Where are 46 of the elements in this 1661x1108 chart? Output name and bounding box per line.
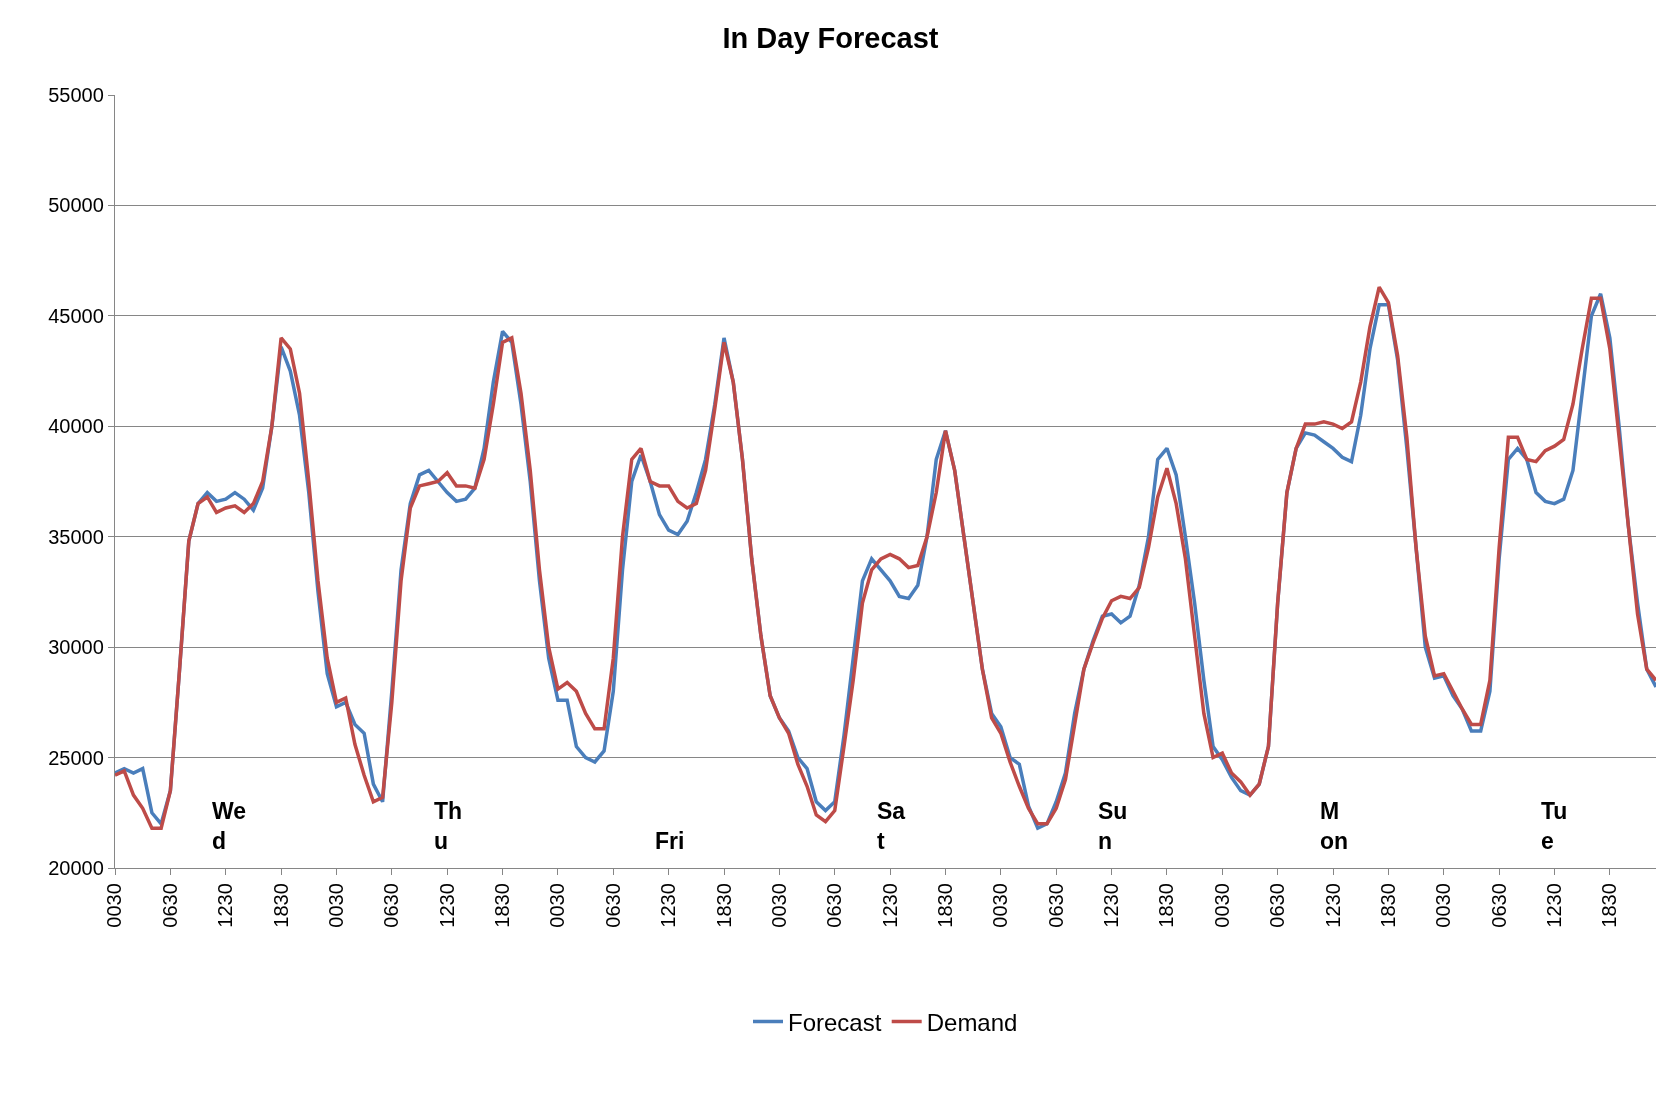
x-tick-label: 0030 (1432, 883, 1455, 928)
x-tick-label: 1830 (269, 883, 292, 928)
x-tick-label: 0630 (158, 883, 181, 928)
x-tick-label: 0630 (1487, 883, 1510, 928)
x-tick-label: 1830 (933, 883, 956, 928)
x-tick-label: 0630 (601, 883, 624, 928)
y-tick-label: 30000 (48, 636, 104, 659)
y-tick-label: 50000 (48, 194, 104, 217)
x-tick-label: 1830 (1598, 883, 1621, 928)
x-tick-label: 0030 (1210, 883, 1233, 928)
y-tick-label: 25000 (48, 746, 104, 769)
annotation: Su n (1098, 798, 1128, 854)
annotation: We d (212, 798, 247, 854)
x-tick-label: 1830 (491, 883, 514, 928)
y-tick-label: 45000 (48, 304, 104, 327)
x-tick-label: 1230 (1321, 883, 1344, 928)
x-tick-label: 0630 (1266, 883, 1289, 928)
chart-title: In Day Forecast (722, 22, 939, 54)
x-tick-label: 1230 (1100, 883, 1123, 928)
annotation: Fri (655, 828, 685, 854)
x-tick-label: 1830 (1376, 883, 1399, 928)
y-tick-label: 55000 (48, 84, 104, 106)
x-tick-label: 0630 (823, 883, 846, 928)
x-tick-label: 0030 (103, 883, 126, 928)
x-tick-label: 1830 (712, 883, 735, 928)
legend-label: Demand (926, 1008, 1018, 1036)
y-tick-label: 35000 (48, 525, 104, 548)
x-tick-label: 0030 (546, 883, 569, 928)
annotation: M on (1320, 798, 1349, 854)
x-tick-label: 0630 (380, 883, 403, 928)
legend-label: Forecast (788, 1008, 882, 1036)
x-tick-label: 0030 (324, 883, 347, 928)
x-tick-label: 0630 (1044, 883, 1067, 928)
annotation: Tu e (1541, 798, 1568, 854)
y-tick-label: 20000 (48, 857, 104, 879)
x-tick-label: 1230 (1543, 883, 1565, 928)
x-tick-label: 0030 (989, 883, 1012, 928)
annotation: Sa t (877, 798, 906, 854)
x-tick-label: 1230 (435, 883, 458, 928)
x-tick-label: 1230 (878, 883, 901, 928)
x-tick-label: 0030 (767, 883, 790, 928)
x-tick-label: 1830 (1155, 883, 1178, 928)
x-tick-label: 1230 (657, 883, 680, 928)
y-tick-label: 40000 (48, 415, 104, 438)
annotation: Th u (434, 798, 463, 854)
x-tick-label: 1230 (214, 883, 237, 928)
